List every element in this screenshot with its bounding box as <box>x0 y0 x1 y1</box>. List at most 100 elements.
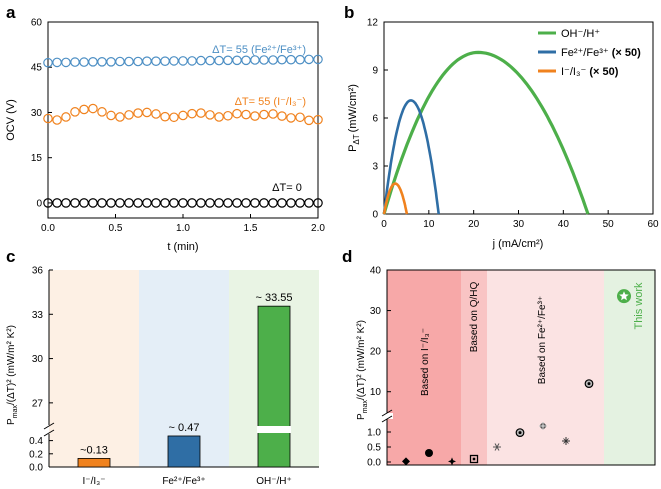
panel-d-letter: d <box>342 247 352 266</box>
panel-d-ticks: 10 20 30 40 0.0 0.5 1.0 <box>367 266 391 469</box>
a-point <box>151 109 161 119</box>
svg-text:Pmax/(ΔT)² (mW/m² K²): Pmax/(ΔT)² (mW/m² K²) <box>6 325 19 425</box>
c-bar-0 <box>77 458 111 468</box>
a-point <box>196 55 206 66</box>
c-data-label: ~ 33.55 <box>255 292 292 304</box>
b-xtick-label: 10 <box>423 219 435 230</box>
panel-d-regions <box>381 269 656 466</box>
a-point <box>70 198 80 208</box>
d-region-3 <box>604 270 655 465</box>
a-point <box>223 110 233 121</box>
a-point <box>151 56 161 66</box>
a-point <box>97 107 107 117</box>
region-label-fe: Based on Fe²⁺/Fe³⁺ <box>537 296 548 384</box>
a-point <box>124 110 134 120</box>
a-point <box>43 113 53 124</box>
a-point <box>250 198 260 208</box>
b-xtick-label: 50 <box>603 219 615 230</box>
panel-b-legend: OH⁻/H⁺ Fe²⁺/Fe³⁺ (× 50) I⁻/I₃⁻ (× 50) <box>538 28 641 78</box>
panel-a-ticks: 0.0 0.5 1.0 1.5 2.0 0 15 30 45 60 <box>31 18 326 235</box>
d-ytick-label: 40 <box>370 266 382 277</box>
a-point <box>277 111 287 121</box>
a-point <box>142 107 152 118</box>
a-point <box>178 56 188 66</box>
a-point <box>133 56 143 67</box>
d-ytick-label: 30 <box>370 306 382 317</box>
a-point <box>70 107 80 117</box>
a-point <box>286 198 296 208</box>
c-ytick-label: 33 <box>32 310 44 321</box>
c-category-label: I⁻/I₃⁻ <box>83 476 106 487</box>
a-point <box>52 198 62 208</box>
a-point <box>250 55 260 65</box>
d-frame <box>386 269 656 466</box>
d-point-circle <box>425 449 433 457</box>
b-xtick-label: 20 <box>468 219 480 230</box>
panel-a: a 0.0 0.5 1.0 1.5 2.0 0 15 30 45 60 t (min) OCV (… <box>5 3 325 253</box>
panel-c-letter: c <box>6 247 15 266</box>
panel-c-ticks: 27 30 33 36 0.0 0.2 0.4 <box>29 266 53 474</box>
a-point <box>205 55 215 66</box>
d-ytick-label: 0.0 <box>367 458 381 469</box>
d-point-star-circle-star <box>619 291 629 301</box>
a-point <box>124 56 134 67</box>
a-point <box>241 109 251 120</box>
c-bg-1 <box>139 270 229 467</box>
c-ytick-label: 0.0 <box>29 463 43 474</box>
a-xtick-label: 0.0 <box>41 223 55 234</box>
a-point <box>304 54 314 65</box>
a-point <box>97 57 107 67</box>
a-ytick-label: 60 <box>31 18 43 29</box>
a-point <box>61 112 71 122</box>
d-point-square-dot-center <box>472 457 476 461</box>
d-break-mark <box>381 415 393 423</box>
a-ytick-label: 30 <box>31 108 43 119</box>
a-point <box>232 55 242 66</box>
c-break-mark <box>43 429 55 437</box>
a-point <box>142 198 152 208</box>
a-point <box>196 108 206 118</box>
a-point <box>106 198 116 208</box>
c-ytick-label: 0.4 <box>29 436 43 447</box>
region-label-this-work: This work <box>633 282 645 330</box>
a-point <box>295 198 305 208</box>
panel-a-ylabel: OCV (V) <box>5 99 17 141</box>
panel-b-xlabel: j (mA/cm²) <box>492 238 544 250</box>
a-point <box>295 54 305 65</box>
c-ytick-label: 30 <box>32 354 44 365</box>
a-point <box>106 110 116 121</box>
panel-b-ticks: 0 10 20 30 40 50 60 0 3 6 9 12 <box>367 18 659 231</box>
c-ytick-label: 0.2 <box>29 449 43 460</box>
a-point <box>52 115 62 125</box>
b-xtick-label: 30 <box>513 219 525 230</box>
d-ytick-label: 0.5 <box>367 443 381 454</box>
a-point <box>286 113 296 123</box>
d-ytick-label: 20 <box>370 347 382 358</box>
panel-d-points <box>402 289 631 466</box>
panel-c: c 27 30 33 36 0.0 0.2 0.4 I⁻/I₃⁻ Fe²⁺/Fe³⁺ OH⁻/H… <box>6 247 319 487</box>
a-point <box>286 54 296 65</box>
d-region-2 <box>487 270 604 465</box>
c-data-label: ~0.13 <box>80 444 108 456</box>
a-point <box>52 57 62 68</box>
a-point <box>88 103 98 114</box>
panel-c-categories: I⁻/I₃⁻ Fe²⁺/Fe³⁺ OH⁻/H⁺ <box>83 476 292 487</box>
c-bg-0 <box>49 270 139 467</box>
d-ytick-label: 10 <box>370 387 382 398</box>
a-point <box>214 198 224 208</box>
d-point-asterisk <box>494 443 500 451</box>
a-point <box>304 115 314 126</box>
a-point <box>88 57 98 67</box>
a-point <box>313 114 323 125</box>
d-region-0 <box>387 270 461 465</box>
a-point <box>205 198 215 208</box>
c-ytick-label: 36 <box>32 266 44 277</box>
a-point <box>79 104 89 115</box>
c-ytick-label: 27 <box>32 398 44 409</box>
a-point <box>241 198 251 208</box>
a-point <box>142 56 152 66</box>
legend-label-green: OH⁻/H⁺ <box>561 28 600 40</box>
a-point <box>178 110 188 121</box>
a-point <box>160 111 170 122</box>
a-point <box>259 198 269 208</box>
